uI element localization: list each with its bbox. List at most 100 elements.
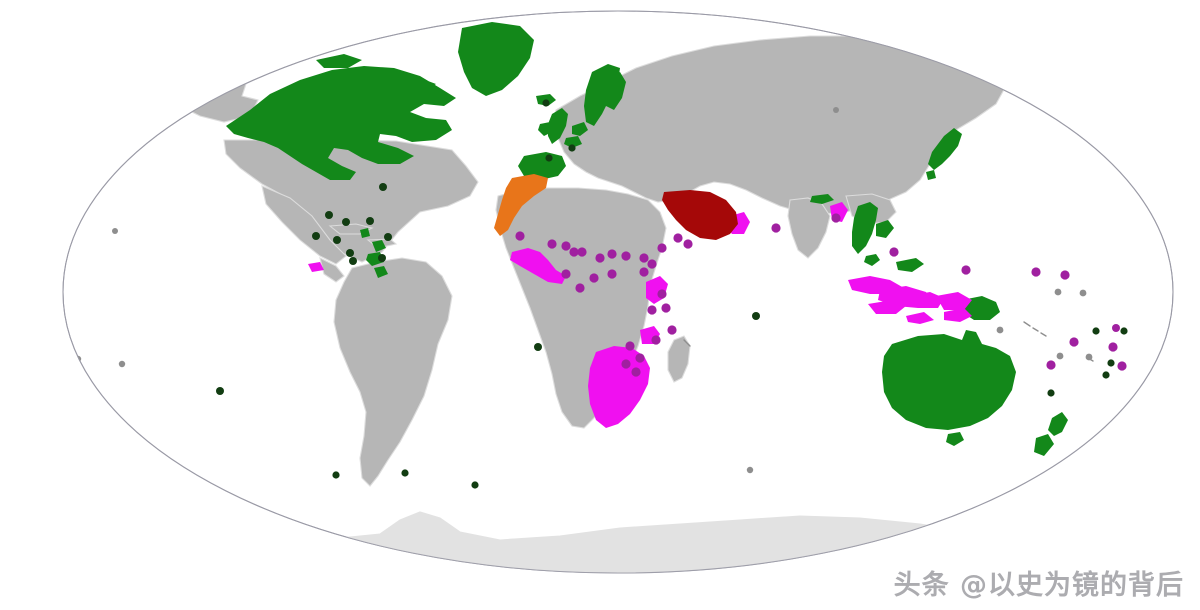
gray-point (833, 107, 839, 113)
purple-point (631, 367, 641, 377)
region-japan (926, 128, 962, 180)
green-point (471, 481, 479, 489)
region-united-kingdom (538, 108, 568, 144)
green-point (1107, 359, 1115, 367)
purple-point (1046, 360, 1056, 370)
purple-point (661, 303, 671, 313)
purple-point (667, 325, 677, 335)
green-point (1120, 327, 1128, 335)
purple-point (547, 239, 557, 249)
region-nepal-bhutan (810, 194, 834, 204)
green-point (384, 233, 392, 241)
gray-point (118, 360, 126, 368)
region-magenta-layer (308, 202, 972, 428)
purple-point (657, 289, 667, 299)
region-indonesia (848, 276, 972, 324)
projection-outline-top (62, 10, 1174, 574)
gray-point (1054, 288, 1062, 296)
purple-point (771, 223, 781, 233)
region-australia (882, 330, 1016, 446)
purple-point (647, 259, 657, 269)
purple-point (1031, 267, 1041, 277)
purple-point (561, 269, 571, 279)
purple-point (635, 353, 645, 363)
purple-point (569, 247, 579, 257)
purple-point (657, 243, 667, 253)
green-point (1047, 389, 1055, 397)
region-southern-africa (588, 346, 650, 428)
gray-point (746, 466, 754, 474)
green-point (346, 249, 354, 257)
region-green-layer (226, 22, 1068, 456)
purple-point (625, 341, 635, 351)
purple-point (621, 251, 631, 261)
green-point (379, 183, 387, 191)
purple-point (1117, 361, 1127, 371)
purple-point (639, 267, 649, 277)
purple-point (647, 305, 657, 315)
green-point (333, 236, 341, 244)
land-south-america (333, 257, 453, 487)
region-morocco-western-sahara (494, 174, 548, 236)
green-point (378, 254, 386, 262)
green-point (534, 343, 542, 351)
purple-point (651, 335, 661, 345)
region-panama (308, 262, 324, 272)
region-new-zealand (1034, 412, 1068, 456)
gray-point (112, 228, 118, 234)
green-point (752, 312, 760, 320)
purple-point (1060, 270, 1070, 280)
region-west-africa-coast (510, 248, 566, 284)
green-point (1092, 327, 1100, 335)
green-point (545, 154, 553, 162)
green-point (401, 469, 409, 477)
gray-point (996, 326, 1004, 334)
green-point (332, 471, 340, 479)
archipelago-marks (683, 321, 1094, 362)
gray-point (1056, 352, 1064, 360)
green-point (312, 232, 320, 240)
region-papua-new-guinea (962, 296, 1000, 320)
purple-point (577, 247, 587, 257)
purple-point (607, 249, 617, 259)
green-point (325, 211, 333, 219)
purple-point (673, 233, 683, 243)
purple-point (961, 265, 971, 275)
green-point (216, 387, 224, 395)
region-canada (226, 54, 456, 180)
region-orange-layer (494, 174, 548, 236)
green-point (349, 257, 357, 265)
green-point-layer (216, 99, 1128, 489)
purple-point (1069, 337, 1079, 347)
purple-point (595, 253, 605, 263)
gray-point (1085, 353, 1093, 361)
purple-point (561, 241, 571, 251)
purple-point (621, 359, 631, 369)
region-lesser-antilles (360, 228, 388, 278)
land-mexico (261, 185, 347, 283)
purple-point (831, 213, 841, 223)
region-scandinavia (584, 64, 626, 126)
green-point (342, 218, 350, 226)
gray-point-layer (74, 107, 1093, 474)
region-malaysia (864, 254, 924, 272)
region-indochina (852, 202, 894, 254)
green-point (542, 99, 550, 107)
purple-point (889, 247, 899, 257)
green-point (568, 144, 576, 152)
purple-point (639, 253, 649, 263)
purple-point (1108, 342, 1118, 352)
region-saudi-arabia (662, 190, 738, 240)
purple-point (515, 231, 525, 241)
purple-point (575, 283, 585, 293)
purple-point (1112, 324, 1120, 332)
purple-point (607, 269, 617, 279)
purple-point (683, 239, 693, 249)
region-dark-red-layer (662, 190, 738, 240)
green-point (366, 217, 374, 225)
purple-point-layer (515, 213, 1127, 377)
purple-point (589, 273, 599, 283)
region-benelux-denmark (564, 122, 588, 148)
